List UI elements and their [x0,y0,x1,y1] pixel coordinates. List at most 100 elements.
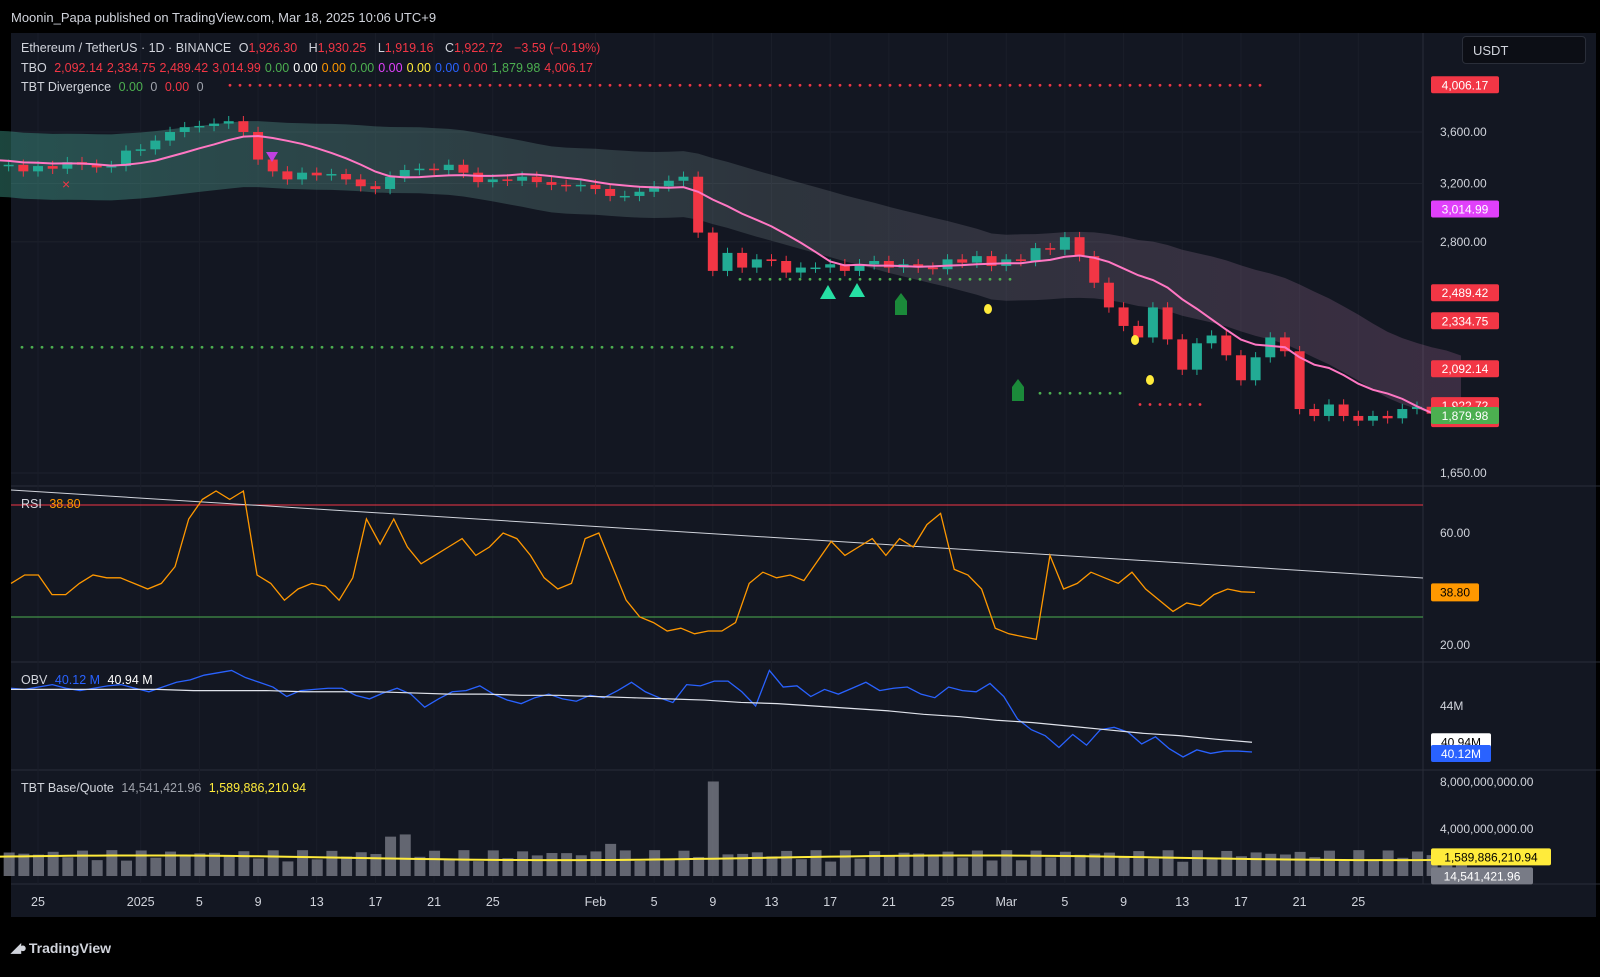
candle [282,171,293,180]
candle [223,121,234,124]
low-label: L [377,41,385,55]
candle [619,195,630,198]
high-value: 1,930.25 [317,41,367,55]
tbt-bq-legend: TBT Base/Quote 14,541,421.96 1,589,886,2… [21,781,310,795]
candle [575,184,586,187]
support-dots [680,345,684,349]
support-dots [400,345,404,349]
support-dots [1058,391,1062,395]
volume-badge [1431,867,1533,885]
resistance-dots [438,83,442,87]
tbo-value: 0.00 [378,61,403,75]
tradingview-logo-icon: ◢● [11,940,27,955]
support-dots [350,345,354,349]
volume-bar [737,853,749,876]
support-dots [540,345,544,349]
rsi-label[interactable]: RSI [21,497,42,511]
price-label-badge [1431,284,1499,302]
candle [33,166,43,172]
candle [150,140,161,150]
currency-selector[interactable]: USDT [1462,36,1586,64]
support-dots [720,345,724,349]
candle [385,176,396,189]
volume-bar [33,854,44,876]
tbo-label[interactable]: TBO [21,61,47,75]
support-dots [888,277,892,281]
support-dots [390,345,394,349]
volume-bar [649,850,661,876]
resistance-dots [1208,83,1212,87]
tbo-values: 2,092.14 2,334.75 2,489.42 3,014.99 0.00 0.00… [54,61,597,75]
candle [531,176,542,183]
support-dots [30,345,34,349]
candle [355,179,366,187]
candle [854,264,865,271]
resistance-dots [498,83,502,87]
candle [1147,307,1158,338]
volume-bar [913,853,925,876]
support-dots [20,345,24,349]
support-dots [40,345,44,349]
tbt-bq-value-2: 1,589,886,210.94 [208,781,307,795]
support-dots [230,345,234,349]
candle [135,149,146,151]
obv-label[interactable]: OBV [21,673,48,687]
symbol-title[interactable]: Ethereum / TetherUS · 1D · BINANCE [21,41,232,55]
volume-bar [1206,859,1218,876]
candle [1045,248,1056,250]
candle [737,252,748,268]
support-dots [878,277,882,281]
tbt-div-value-2: 0 [150,80,158,94]
resistance-dots [478,83,482,87]
tbt-bq-label[interactable]: TBT Base/Quote [21,781,114,795]
candle [47,166,58,169]
volume-bar [531,855,543,876]
volume-bar [238,851,250,876]
resistance-dots [388,83,392,87]
time-tick-label: 21 [882,895,896,909]
candle [91,164,102,168]
volume-bar [1045,857,1057,876]
candle [1162,307,1173,340]
resistance-dots [448,83,452,87]
resistance-dots [328,83,332,87]
tbt-divergence-label[interactable]: TBT Divergence [21,80,112,94]
resistance-dots [278,83,282,87]
tbo-value: 0.00 [463,61,488,75]
support-dots [510,345,514,349]
buy-signal-triangle [849,283,865,297]
support-dots [1118,391,1122,395]
candle [209,123,220,126]
tbo-value: 1,879.98 [491,61,541,75]
volume-bar [385,836,397,876]
volume-bar [927,854,939,876]
resistance-dots [998,83,1002,87]
resistance-dots [488,83,492,87]
candle [1177,339,1188,370]
resistance-dots [1098,83,1102,87]
candle [253,132,264,160]
support-dots [738,277,742,281]
resistance-dots [468,83,472,87]
support-dots [570,345,574,349]
support-dots [788,277,792,281]
volume-bar [1221,850,1233,876]
support-dots [848,277,852,281]
resistance-dots [608,83,612,87]
candle [238,121,249,132]
tradingview-logo[interactable]: ◢● TradingView [11,940,111,956]
candle [722,252,733,271]
time-tick-label: 17 [1234,895,1248,909]
volume-bar [1338,859,1350,876]
support-dots [610,345,614,349]
candle [1059,237,1070,250]
volume-bar [1294,851,1306,876]
support-dots [170,345,174,349]
resistance-dots [308,83,312,87]
resistance-dots [358,83,362,87]
tbo-value: 4,006.17 [544,61,593,75]
candle [311,172,322,176]
warning-marker [1146,375,1154,385]
resistance-dots [868,83,872,87]
